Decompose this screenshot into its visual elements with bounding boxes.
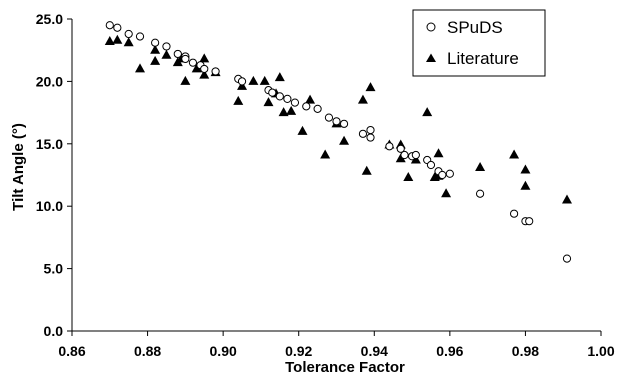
literature-point xyxy=(365,82,376,92)
spuds-point xyxy=(268,88,277,97)
literature-point xyxy=(509,149,520,159)
spuds-point xyxy=(438,170,447,180)
x-tick-label: 0.92 xyxy=(285,343,312,359)
literature-point xyxy=(561,194,572,204)
spuds-point xyxy=(525,217,534,226)
spuds-point xyxy=(151,38,160,47)
literature-point xyxy=(248,75,259,85)
literature-point xyxy=(475,162,486,172)
legend-marker-literature xyxy=(426,53,436,62)
spuds-point xyxy=(509,209,519,218)
literature-point xyxy=(339,135,350,145)
literature-point xyxy=(199,53,210,63)
y-tick-label: 10.0 xyxy=(36,198,63,214)
literature-point xyxy=(259,75,270,85)
x-tick-label: 0.94 xyxy=(361,343,388,359)
y-tick-label: 15.0 xyxy=(36,136,63,152)
spuds-point xyxy=(135,32,145,41)
literature-point xyxy=(320,149,331,159)
literature-point xyxy=(357,94,368,104)
spuds-point xyxy=(290,98,300,107)
literature-point xyxy=(135,63,146,73)
y-tick-label: 25.0 xyxy=(36,11,63,27)
spuds-point xyxy=(324,113,334,122)
spuds-point xyxy=(302,102,311,111)
x-tick-label: 0.86 xyxy=(58,343,85,359)
x-tick-label: 0.90 xyxy=(210,343,237,359)
spuds-point xyxy=(339,119,349,128)
spuds-point xyxy=(426,160,436,170)
y-tick-label: 0.0 xyxy=(44,323,64,339)
literature-point xyxy=(180,75,191,85)
literature-point xyxy=(422,107,433,117)
literature-point xyxy=(403,171,414,181)
x-tick-label: 0.98 xyxy=(512,343,539,359)
literature-point xyxy=(305,94,316,104)
spuds-point xyxy=(200,64,209,74)
literature-point xyxy=(441,188,452,198)
spuds-point xyxy=(124,29,133,39)
literature-point xyxy=(112,34,123,44)
literature-point xyxy=(395,153,406,163)
x-tick-label: 0.88 xyxy=(134,343,161,359)
literature-point xyxy=(150,55,161,65)
literature-point xyxy=(263,97,274,107)
spuds-point xyxy=(358,129,368,138)
y-tick-label: 5.0 xyxy=(44,261,64,277)
spuds-point xyxy=(475,189,485,198)
legend-label-spuds: SPuDS xyxy=(447,18,503,37)
spuds-point xyxy=(188,58,198,67)
x-axis-title: Tolerance Factor xyxy=(285,359,405,376)
literature-point xyxy=(233,95,244,105)
spuds-point xyxy=(366,133,375,142)
literature-point xyxy=(161,49,172,59)
spuds-point xyxy=(162,42,171,51)
spuds-point xyxy=(313,104,322,113)
x-tick-label: 0.96 xyxy=(436,343,463,359)
literature-point xyxy=(278,107,289,117)
x-axis-ticks: 0.86 0.88 0.90 0.92 0.94 0.96 0.98 1.00 xyxy=(58,331,615,359)
legend: SPuDS Literature xyxy=(412,9,546,77)
literature-point xyxy=(123,37,134,47)
literature-point xyxy=(286,105,297,115)
legend-marker-spuds xyxy=(426,22,436,32)
literature-point xyxy=(150,44,161,54)
literature-point xyxy=(361,165,372,175)
literature-point xyxy=(199,69,210,79)
literature-point xyxy=(104,35,115,45)
spuds-point xyxy=(385,142,394,151)
spuds-point xyxy=(275,92,284,101)
literature-point xyxy=(191,63,202,73)
spuds-point xyxy=(332,117,341,126)
spuds-point xyxy=(181,54,190,64)
legend-box xyxy=(412,9,546,77)
literature-point xyxy=(274,72,285,82)
spuds-point xyxy=(173,49,182,59)
literature-point xyxy=(520,164,531,174)
data-points xyxy=(104,21,572,263)
spuds-point xyxy=(211,67,220,76)
y-axis-ticks: 0.0 5.0 10.0 15.0 20.0 25.0 xyxy=(36,11,72,339)
literature-point xyxy=(433,148,444,158)
legend-label-literature: Literature xyxy=(447,49,519,68)
literature-point xyxy=(520,180,531,190)
x-tick-label: 1.00 xyxy=(587,343,614,359)
spuds-point xyxy=(400,150,409,160)
literature-point xyxy=(297,125,308,135)
spuds-point xyxy=(283,94,292,103)
spuds-point xyxy=(366,125,375,135)
spuds-point xyxy=(562,254,572,263)
spuds-point xyxy=(105,21,114,30)
y-tick-label: 20.0 xyxy=(36,73,63,89)
spuds-point xyxy=(411,150,420,160)
spuds-point xyxy=(396,144,405,153)
y-axis-title: Tilt Angle (°) xyxy=(10,123,27,211)
spuds-point xyxy=(237,77,247,86)
spuds-point xyxy=(445,169,454,178)
spuds-point xyxy=(113,23,122,32)
